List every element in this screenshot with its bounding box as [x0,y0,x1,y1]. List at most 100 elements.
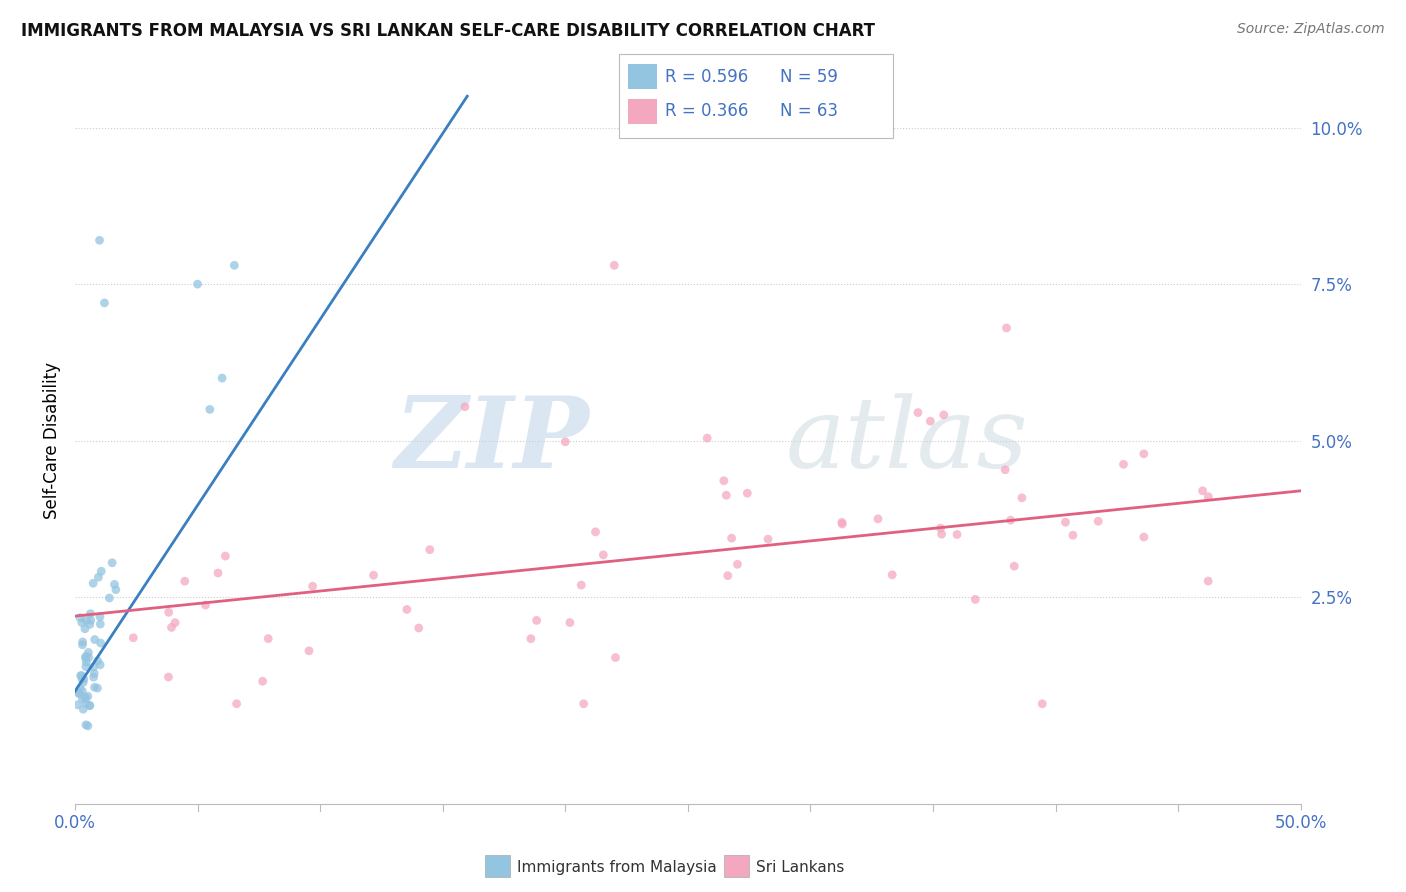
Point [207,566,229,580]
Point [932,408,955,422]
Point [920,414,942,428]
Point [89,609,111,624]
Point [526,614,548,628]
Text: Source: ZipAtlas.com: Source: ZipAtlas.com [1237,22,1385,37]
Point [558,615,581,630]
Point [965,592,987,607]
Point [713,474,735,488]
Point [454,400,477,414]
Point [69,681,91,696]
Point [98,591,121,605]
Point [1133,530,1156,544]
Point [224,258,246,272]
Point [929,521,952,535]
Point [103,577,125,591]
Point [946,527,969,541]
Point [93,296,115,310]
Point [70,672,93,686]
Point [70,615,93,630]
Point [69,610,91,624]
Point [79,698,101,713]
Point [83,666,105,681]
Point [1011,491,1033,505]
Point [72,638,94,652]
Point [585,524,607,539]
Point [395,602,418,616]
Point [77,719,100,733]
Point [717,568,740,582]
Text: Immigrants from Malaysia: Immigrants from Malaysia [517,861,717,875]
Point [187,277,209,292]
Point [79,698,101,713]
Point [122,631,145,645]
Point [157,670,180,684]
Point [90,564,112,578]
Point [83,670,105,684]
Point [1031,697,1053,711]
Point [77,645,100,659]
Point [72,702,94,716]
Point [79,607,101,621]
Text: IMMIGRANTS FROM MALAYSIA VS SRI LANKAN SELF-CARE DISABILITY CORRELATION CHART: IMMIGRANTS FROM MALAYSIA VS SRI LANKAN S… [21,22,875,40]
Point [756,532,779,546]
Point [89,233,111,247]
Point [605,650,627,665]
Point [866,512,889,526]
Point [1062,528,1084,542]
Point [83,680,105,694]
Point [66,698,89,712]
Point [252,674,274,689]
Text: Sri Lankans: Sri Lankans [756,861,845,875]
Y-axis label: Self-Care Disability: Self-Care Disability [44,362,60,519]
Point [70,668,93,682]
Point [73,622,96,636]
Point [82,576,104,591]
Point [1002,559,1025,574]
Point [72,684,94,698]
Point [75,690,97,705]
Text: N = 63: N = 63 [780,103,838,120]
Point [257,632,280,646]
Point [80,613,103,627]
Point [83,660,105,674]
Point [737,486,759,500]
Point [1087,514,1109,528]
Point [160,620,183,634]
Point [67,686,90,700]
Point [725,558,748,572]
Point [76,690,98,704]
Point [1133,447,1156,461]
Point [72,675,94,690]
Point [211,371,233,385]
Point [831,516,853,530]
Point [73,672,96,686]
Point [75,655,97,669]
Point [419,542,441,557]
Point [1000,513,1022,527]
Text: atlas: atlas [786,393,1029,488]
Point [198,402,221,417]
Point [1112,458,1135,472]
Point [572,697,595,711]
Point [408,621,430,635]
Point [75,718,97,732]
Point [1191,483,1213,498]
Point [75,659,97,673]
Point [73,690,96,705]
Point [79,617,101,632]
Point [157,605,180,619]
Point [87,570,110,584]
Point [1197,490,1219,504]
Point [214,549,236,563]
Point [301,579,323,593]
Point [83,632,105,647]
Point [907,406,929,420]
Point [194,598,217,612]
Point [363,568,385,582]
Point [75,696,97,710]
Text: N = 59: N = 59 [780,68,838,86]
Point [75,651,97,665]
Point [165,615,187,630]
Point [69,668,91,682]
Point [520,632,543,646]
